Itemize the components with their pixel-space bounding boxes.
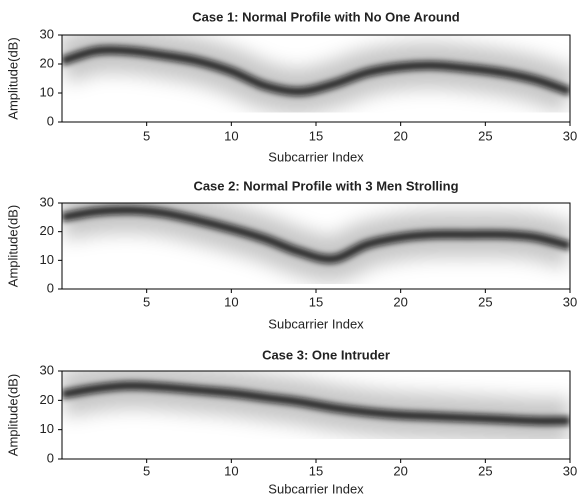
x-tick-label: 25	[478, 128, 492, 143]
x-tick-label: 15	[309, 128, 323, 143]
density-ridge	[62, 45, 570, 97]
y-tick-label: 20	[40, 223, 54, 238]
y-tick-label: 30	[40, 26, 54, 41]
x-tick-label: 5	[143, 294, 150, 309]
x-tick-label: 30	[563, 128, 577, 143]
chart-title: Case 2: Normal Profile with 3 Men Stroll…	[193, 178, 458, 193]
x-tick-label: 25	[478, 463, 492, 478]
y-tick-label: 0	[47, 280, 54, 295]
x-tick-label: 30	[563, 463, 577, 478]
y-tick-label: 30	[40, 362, 54, 377]
x-axis-label: Subcarrier Index	[268, 481, 364, 496]
y-axis-label: Amplitude(dB)	[5, 374, 20, 456]
density-ridge	[62, 381, 570, 426]
y-tick-label: 10	[40, 84, 54, 99]
chart-panel: Case 1: Normal Profile with No One Aroun…	[5, 9, 577, 164]
chart-title: Case 1: Normal Profile with No One Aroun…	[192, 9, 460, 24]
y-axis-label: Amplitude(dB)	[5, 205, 20, 287]
x-tick-label: 10	[224, 463, 238, 478]
density-ridge	[62, 205, 570, 264]
x-tick-label: 20	[393, 128, 407, 143]
x-tick-label: 30	[563, 294, 577, 309]
density-layer	[62, 35, 570, 115]
y-axis-label: Amplitude(dB)	[5, 37, 20, 119]
y-tick-label: 30	[40, 194, 54, 209]
x-tick-label: 5	[143, 463, 150, 478]
x-tick-label: 25	[478, 294, 492, 309]
chart-panel: Case 3: One Intruder 5 10 15 20 25 30 0 10 20 30 Su…	[5, 347, 577, 496]
x-tick-label: 20	[393, 463, 407, 478]
x-tick-label: 10	[224, 294, 238, 309]
x-axis-label: Subcarrier Index	[268, 316, 364, 331]
density-layer	[62, 371, 570, 444]
y-tick-label: 10	[40, 252, 54, 267]
x-tick-label: 15	[309, 294, 323, 309]
y-tick-label: 0	[47, 113, 54, 128]
y-tick-label: 10	[40, 421, 54, 436]
x-tick-label: 10	[224, 128, 238, 143]
chart-panel: Case 2: Normal Profile with 3 Men Stroll…	[5, 178, 577, 331]
y-tick-label: 0	[47, 450, 54, 465]
x-axis-label: Subcarrier Index	[268, 149, 364, 164]
y-tick-label: 20	[40, 55, 54, 70]
chart-title: Case 3: One Intruder	[262, 347, 390, 362]
x-tick-label: 20	[393, 294, 407, 309]
density-layer	[62, 203, 570, 283]
y-tick-label: 20	[40, 392, 54, 407]
x-tick-label: 15	[309, 463, 323, 478]
x-tick-label: 5	[143, 128, 150, 143]
